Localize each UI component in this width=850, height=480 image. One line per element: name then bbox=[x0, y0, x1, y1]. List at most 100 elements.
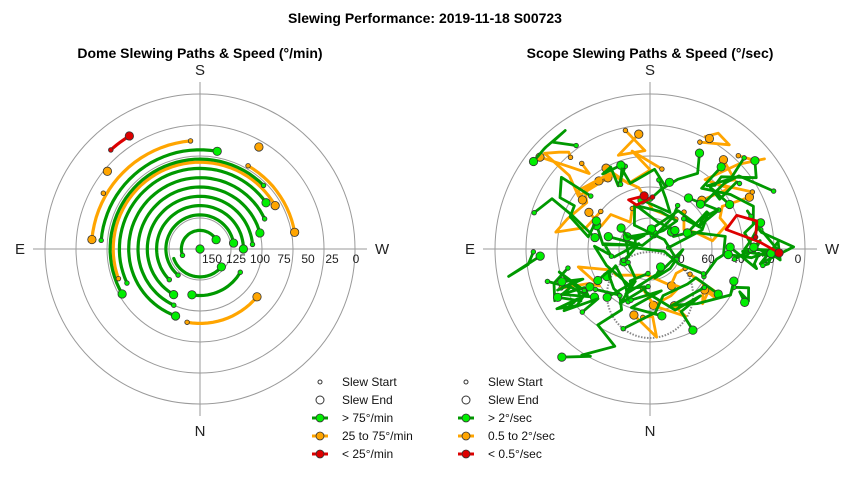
slew-path bbox=[641, 179, 672, 214]
slew-start-marker bbox=[249, 241, 256, 248]
slew-path bbox=[172, 256, 223, 279]
legend-dot-swatch bbox=[315, 449, 325, 459]
slew-start-marker bbox=[752, 234, 759, 240]
radial-tick-label: 50 bbox=[301, 252, 315, 266]
slew-end-marker bbox=[634, 129, 644, 139]
slew-path bbox=[724, 213, 780, 255]
legend-label: Slew Start bbox=[342, 375, 397, 389]
slew-end-marker bbox=[557, 277, 567, 287]
slew-end-marker bbox=[552, 292, 563, 302]
slew-start-marker bbox=[115, 275, 122, 282]
slew-path bbox=[543, 150, 609, 198]
slew-end-marker bbox=[694, 148, 705, 158]
slew-end-marker bbox=[255, 228, 265, 238]
radial-tick-label: 150 bbox=[202, 252, 222, 266]
legend-label: Slew Start bbox=[488, 375, 543, 389]
legend-dot-swatch bbox=[315, 413, 325, 423]
slew-end-marker bbox=[603, 231, 613, 242]
slew-end-marker bbox=[270, 201, 280, 211]
slew-path bbox=[179, 228, 218, 257]
slew-end-marker bbox=[195, 244, 205, 254]
slew-start-marker bbox=[530, 249, 537, 255]
slew-start-marker bbox=[573, 142, 579, 149]
slew-end-marker bbox=[187, 290, 197, 300]
radial-tick-label: 100 bbox=[250, 252, 270, 266]
slew-path bbox=[629, 289, 663, 318]
slew-start-marker bbox=[735, 152, 742, 159]
slew-start-marker bbox=[625, 259, 631, 266]
slew-start-marker bbox=[770, 188, 777, 194]
direction-left-label: E bbox=[15, 241, 25, 258]
slew-path bbox=[616, 129, 647, 157]
slew-start-marker bbox=[108, 147, 114, 153]
slew-start-marker bbox=[598, 208, 604, 215]
panel-title: Scope Slewing Paths & Speed (°/sec) bbox=[527, 45, 774, 61]
radial-tick-label: 60 bbox=[701, 252, 715, 266]
slew-start-marker bbox=[592, 286, 599, 293]
slew-path bbox=[164, 213, 236, 277]
legend-dot-swatch bbox=[315, 431, 325, 441]
slew-end-marker bbox=[591, 216, 601, 226]
slew-start-marker bbox=[741, 155, 747, 161]
slew-start-marker bbox=[645, 270, 651, 277]
slew-end-marker bbox=[716, 162, 726, 172]
slew-end-marker bbox=[629, 310, 639, 320]
slew-start-marker bbox=[245, 163, 251, 169]
slew-path bbox=[630, 285, 702, 331]
slew-path bbox=[99, 148, 219, 242]
slew-start-marker bbox=[588, 193, 594, 199]
slew-start-marker bbox=[171, 302, 177, 308]
slew-path bbox=[670, 280, 736, 307]
slew-path bbox=[190, 270, 242, 298]
slew-path bbox=[507, 251, 541, 278]
slew-end-marker bbox=[124, 131, 134, 141]
slew-path bbox=[127, 176, 267, 318]
slew-end-marker bbox=[212, 146, 222, 156]
slew-end-marker bbox=[577, 195, 587, 205]
slew-path bbox=[111, 160, 277, 281]
radial-tick-label: 0 bbox=[795, 252, 802, 266]
slew-start-marker bbox=[581, 287, 587, 294]
slew-start-marker bbox=[261, 216, 268, 222]
slew-end-marker bbox=[670, 225, 680, 236]
slew-end-marker bbox=[749, 242, 759, 252]
slew-path bbox=[633, 202, 678, 261]
direction-top-label: S bbox=[195, 62, 205, 79]
slew-path bbox=[705, 157, 758, 188]
slew-start-marker bbox=[100, 190, 107, 196]
slew-end-marker bbox=[725, 242, 735, 252]
direction-bottom-label: N bbox=[195, 423, 206, 440]
slew-end-marker bbox=[750, 156, 760, 166]
slew-end-marker bbox=[216, 262, 226, 272]
slew-end-marker bbox=[704, 133, 715, 144]
scope-polar-panel: Scope Slewing Paths & Speed (°/sec)SNEW8… bbox=[458, 45, 840, 461]
slew-start-marker bbox=[184, 319, 190, 325]
legend-label: 25 to 75°/min bbox=[342, 429, 413, 443]
slew-start-marker bbox=[681, 215, 687, 222]
slew-path bbox=[619, 167, 671, 188]
slew-start-marker bbox=[620, 325, 626, 332]
legend-label: 0.5 to 2°/sec bbox=[488, 429, 555, 443]
slew-path bbox=[606, 279, 649, 305]
slew-end-marker bbox=[688, 325, 698, 335]
slew-path bbox=[557, 270, 586, 303]
direction-bottom-label: N bbox=[645, 423, 656, 440]
slew-start-marker bbox=[731, 256, 738, 262]
radial-tick-label: 75 bbox=[277, 252, 291, 266]
slew-path bbox=[108, 157, 266, 296]
slew-end-marker bbox=[584, 207, 594, 217]
legend-dot-swatch bbox=[461, 431, 471, 441]
legend-start-marker bbox=[463, 379, 469, 385]
legend-start-marker bbox=[317, 379, 323, 385]
slew-start-marker bbox=[620, 257, 627, 264]
radial-tick-label: 0 bbox=[353, 252, 360, 266]
slew-start-marker bbox=[700, 271, 707, 277]
slew-end-marker bbox=[254, 142, 264, 152]
slew-end-marker bbox=[228, 238, 239, 248]
slew-end-marker bbox=[616, 223, 626, 233]
slew-end-marker bbox=[725, 199, 735, 210]
slew-path bbox=[650, 209, 703, 231]
slew-path bbox=[595, 269, 623, 297]
slew-path bbox=[154, 204, 245, 282]
slew-start-marker bbox=[674, 202, 681, 209]
